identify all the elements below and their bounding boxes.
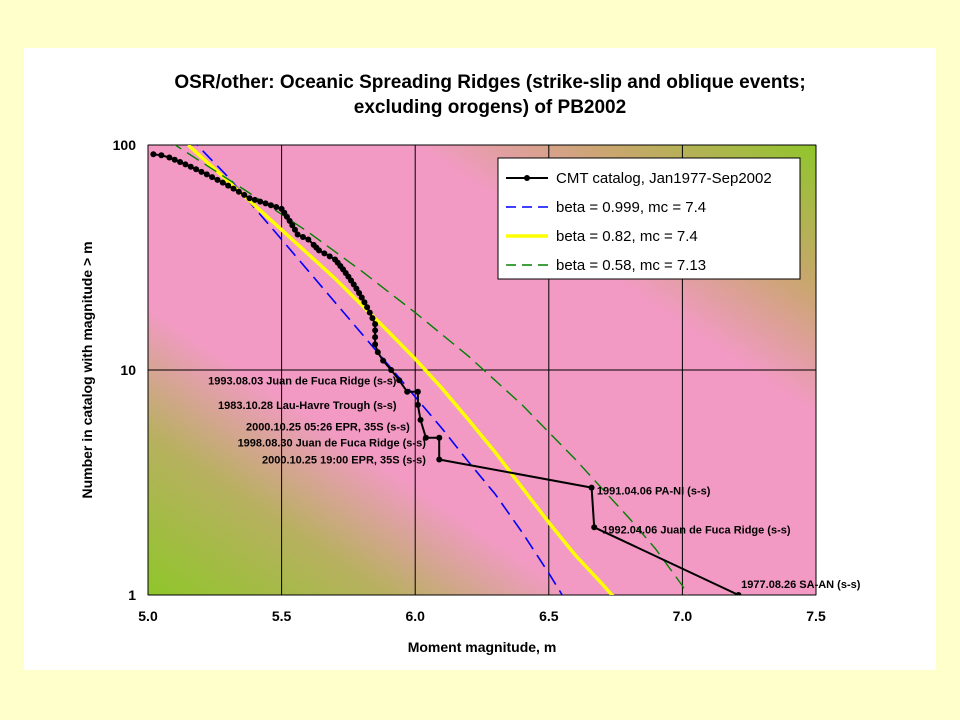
cmt-data-point (305, 236, 312, 243)
cmt-data-point (219, 179, 226, 186)
cmt-data-point (353, 285, 360, 292)
cmt-data-point (294, 231, 301, 238)
cmt-data-point (404, 388, 411, 395)
cmt-data-point (591, 524, 598, 531)
cmt-data-point (316, 247, 323, 254)
cmt-data-point (372, 334, 379, 341)
cmt-data-point (588, 484, 595, 491)
cmt-data-point (257, 198, 264, 205)
cmt-data-point (396, 377, 403, 384)
cmt-data-point (225, 182, 232, 189)
cmt-data-point (182, 161, 189, 168)
chart-svg: OSR/other: Oceanic Spreading Ridges (str… (79, 72, 861, 655)
x-tick-label: 5.0 (138, 608, 158, 624)
event-annotation: 1992.04.06 Juan de Fuca Ridge (s-s) (602, 525, 791, 537)
cmt-data-point (246, 195, 253, 202)
cmt-data-point (374, 349, 381, 356)
event-annotation: 1977.08.26 SA-AN (s-s) (741, 579, 861, 591)
y-axis-label: Number in catalog with magnitude > m (79, 241, 95, 498)
legend: CMT catalog, Jan1977-Sep2002 beta = 0.999… (497, 157, 801, 280)
chart-title-line-1: OSR/other: Oceanic Spreading Ridges (str… (174, 72, 805, 93)
series-beta-082-line (186, 145, 615, 595)
event-annotation: 1993.08.03 Juan de Fuca Ridge (s-s) (208, 375, 397, 387)
legend-label: beta = 0.58, mc = 7.13 (556, 257, 706, 274)
legend-marker (524, 175, 530, 181)
cmt-data-point (364, 304, 371, 311)
cmt-data-point (366, 309, 373, 316)
cmt-data-point (372, 321, 379, 328)
event-annotation: 1998.08.30 Juan de Fuca Ridge (s-s) (238, 438, 427, 450)
y-tick-label: 100 (113, 137, 137, 153)
cmt-data-point (414, 401, 421, 408)
cmt-data-point (358, 294, 365, 301)
chart-panel: OSR/other: Oceanic Spreading Ridges (str… (24, 48, 936, 670)
cmt-data-point (267, 202, 274, 209)
cmt-data-point (193, 166, 200, 173)
series-beta-058-line (173, 145, 689, 595)
series-beta-0999-line (195, 145, 563, 595)
x-tick-label: 5.5 (272, 608, 292, 624)
grid (147, 144, 817, 596)
cmt-data-point (150, 151, 157, 158)
tick-labels: 5.0 5.5 6.0 6.5 7.0 7.5 1 10 100 (113, 137, 826, 624)
cmt-data-point (198, 168, 205, 175)
cmt-data-point (166, 154, 173, 161)
cmt-data-point (209, 174, 216, 181)
cmt-data-point (214, 176, 221, 183)
cmt-data-point (291, 226, 298, 233)
cmt-data-point (417, 416, 424, 423)
cmt-data-point (414, 388, 421, 395)
cmt-data-point (436, 434, 443, 441)
cmt-data-point (372, 341, 379, 348)
annotations: 1993.08.03 Juan de Fuca Ridge (s-s) 1983.… (208, 375, 861, 591)
cmt-data-point (203, 171, 210, 178)
cmt-data-point (380, 357, 387, 364)
cmt-data-point (235, 188, 242, 195)
x-tick-label: 6.0 (405, 608, 425, 624)
cmt-data-point (326, 253, 333, 260)
cmt-data-point (369, 315, 376, 322)
y-tick-label: 10 (120, 362, 136, 378)
event-annotation: 1983.10.28 Lau-Havre Trough (s-s) (218, 400, 397, 412)
cmt-data-point (158, 152, 165, 159)
x-tick-label: 7.5 (806, 608, 826, 624)
cmt-data-point (361, 299, 368, 306)
cmt-data-point (289, 222, 296, 229)
cmt-data-point (735, 592, 742, 595)
legend-label: beta = 0.999, mc = 7.4 (556, 199, 706, 216)
cmt-data-point (187, 163, 194, 170)
cmt-data-point (286, 217, 293, 224)
cmt-data-point (299, 234, 306, 241)
x-tick-label: 6.5 (539, 608, 559, 624)
cmt-data-point (241, 191, 248, 198)
event-annotation: 2000.10.25 19:00 EPR, 35S (s-s) (262, 455, 426, 467)
cmt-data-point (372, 327, 379, 334)
cmt-data-point (273, 204, 280, 211)
cmt-data-point (251, 196, 258, 203)
event-annotation: 2000.10.25 05:26 EPR, 35S (s-s) (246, 422, 410, 434)
x-tick-label: 7.0 (673, 608, 693, 624)
x-axis-label: Moment magnitude, m (408, 639, 557, 655)
cmt-data-point (388, 367, 395, 373)
cmt-data-point (422, 434, 429, 441)
cmt-data-point (171, 156, 178, 163)
cmt-data-point (262, 200, 269, 207)
cmt-data-point (230, 185, 237, 192)
series-cmt-catalog-line (153, 153, 739, 595)
event-annotation: 1991.04.06 PA-NI (s-s) (597, 485, 711, 497)
cmt-data-point (321, 250, 328, 257)
legend-box (497, 157, 801, 280)
legend-label: beta = 0.82, mc = 7.4 (556, 228, 698, 245)
cmt-data-point (177, 159, 184, 166)
cmt-data-point (436, 456, 443, 463)
series-group (150, 145, 742, 595)
legend-label: CMT catalog, Jan1977-Sep2002 (556, 170, 772, 187)
cmt-data-point (356, 289, 363, 296)
chart-title-line-2: excluding orogens) of PB2002 (354, 97, 626, 118)
y-tick-label: 1 (128, 587, 136, 603)
